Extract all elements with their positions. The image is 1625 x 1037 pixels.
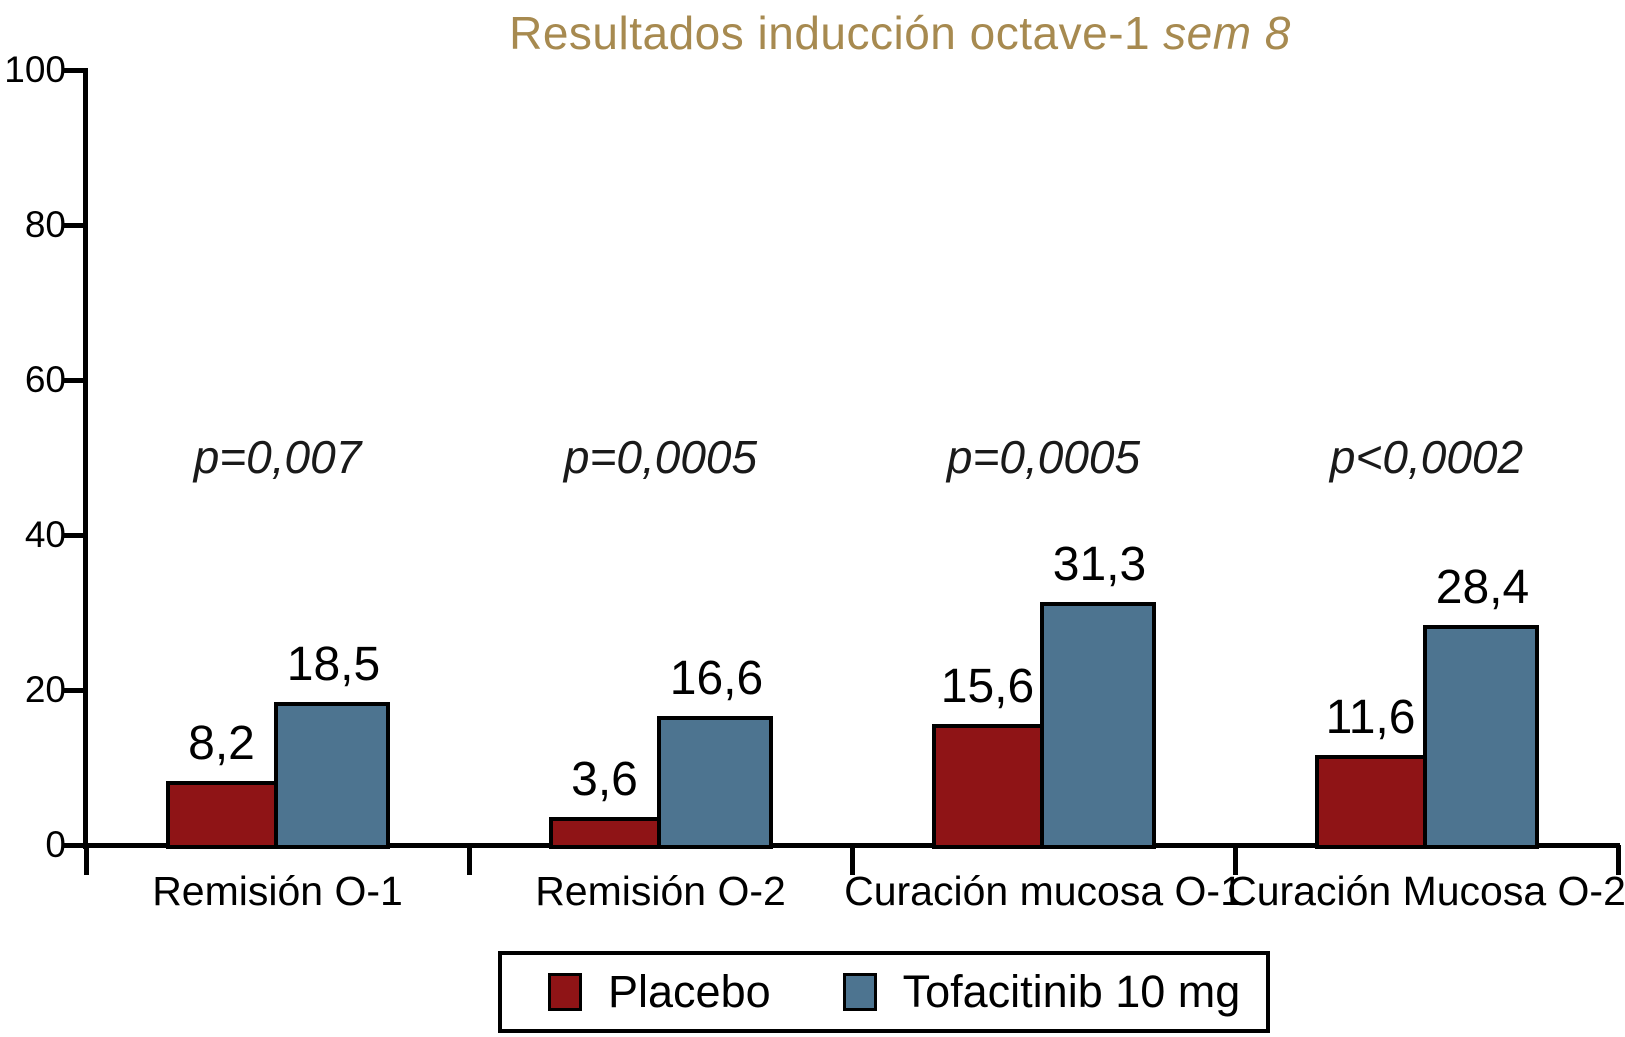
p-value-label: p=0,0005 — [563, 431, 758, 483]
y-axis-tick — [62, 223, 84, 228]
x-axis-tick — [1233, 845, 1238, 875]
bar-placebo — [931, 724, 1044, 849]
y-axis-tick — [62, 378, 84, 383]
bar-placebo — [548, 817, 661, 849]
x-axis-tick — [850, 845, 855, 875]
y-axis-line — [83, 68, 88, 849]
legend-item-placebo: Placebo — [548, 966, 771, 1018]
bar-tofacitinib — [1422, 624, 1539, 849]
category-label: Remisión O-1 — [152, 868, 403, 914]
p-value-label: p<0,0002 — [1329, 431, 1524, 483]
p-value-label: p=0,0005 — [946, 431, 1141, 483]
value-label-placebo: 8,2 — [188, 717, 255, 771]
category-label: Curación mucosa O-1 — [844, 868, 1243, 914]
y-axis-tick-label: 0 — [45, 824, 66, 865]
y-axis-tick — [62, 533, 84, 538]
legend-item-tofacitinib: Tofacitinib 10 mg — [842, 966, 1241, 1018]
y-axis-tick-label: 40 — [24, 514, 66, 555]
p-value-label: p=0,007 — [193, 431, 362, 483]
chart-title: Resultados inducción octave-1 sem 8 — [509, 6, 1291, 60]
y-axis-tick-label: 60 — [24, 359, 66, 400]
placebo-swatch — [548, 973, 582, 1011]
x-axis-tick — [1616, 845, 1621, 875]
category-label: Curación Mucosa O-2 — [1227, 868, 1625, 914]
category-label: Remisión O-2 — [535, 868, 786, 914]
y-axis-tick-label: 20 — [24, 669, 66, 710]
legend: Placebo Tofacitinib 10 mg — [498, 951, 1270, 1033]
bar-tofacitinib — [656, 716, 773, 849]
tofacitinib-swatch — [842, 973, 877, 1011]
chart-title-main: Resultados inducción octave-1 — [509, 7, 1151, 59]
value-label-tofacitinib: 18,5 — [286, 637, 381, 691]
y-axis-tick-label: 100 — [4, 49, 66, 90]
bar-placebo — [1314, 755, 1427, 849]
y-axis-tick — [62, 68, 84, 73]
y-axis-tick — [62, 843, 84, 848]
y-axis-tick — [62, 688, 84, 693]
legend-label-tofacitinib: Tofacitinib 10 mg — [902, 966, 1241, 1017]
bar-placebo — [165, 781, 278, 849]
bar-tofacitinib — [273, 701, 390, 849]
value-label-tofacitinib: 16,6 — [669, 652, 764, 706]
legend-label-placebo: Placebo — [608, 966, 771, 1017]
x-axis-tick — [84, 845, 89, 875]
value-label-placebo: 3,6 — [571, 753, 638, 807]
x-axis-tick — [467, 845, 472, 875]
y-axis-tick-label: 80 — [24, 204, 66, 245]
value-label-placebo: 15,6 — [940, 660, 1035, 714]
value-label-placebo: 11,6 — [1325, 691, 1416, 745]
bar-tofacitinib — [1039, 602, 1156, 849]
value-label-tofacitinib: 31,3 — [1052, 538, 1147, 592]
value-label-tofacitinib: 28,4 — [1435, 560, 1530, 614]
chart-title-qualifier: sem 8 — [1163, 7, 1291, 59]
